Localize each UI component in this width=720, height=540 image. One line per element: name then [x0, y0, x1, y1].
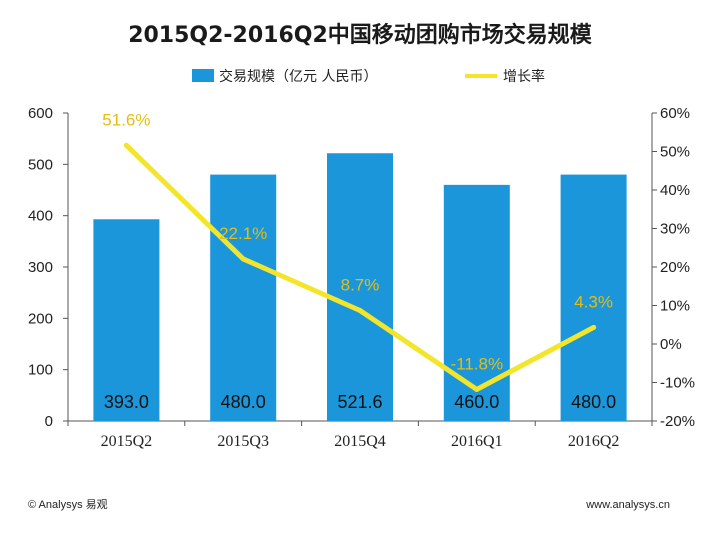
- y-left-tick-label: 400: [28, 208, 53, 225]
- y-left-tick-label: 200: [28, 310, 53, 327]
- legend-bar-label: 交易规模（亿元 人民币）: [219, 68, 377, 85]
- bar: [93, 219, 160, 421]
- growth-point: [240, 256, 246, 262]
- x-tick-label: 2015Q3: [217, 433, 269, 450]
- bar-value-label: 460.0: [454, 392, 499, 412]
- bar: [327, 153, 393, 421]
- bar: [443, 184, 510, 421]
- legend-bar-swatch: [192, 69, 214, 82]
- x-tick-label: 2015Q4: [334, 433, 386, 450]
- y-right-tick-label: 30%: [660, 221, 690, 238]
- y-right-tick-label: -20%: [660, 413, 695, 430]
- footer-url: www.analysys.cn: [585, 499, 670, 511]
- footer-copyright: © Analysys 易观: [28, 498, 108, 511]
- growth-point: [591, 324, 597, 330]
- x-tick-label: 2016Q2: [568, 433, 620, 450]
- y-right-tick-label: -10%: [660, 375, 695, 392]
- growth-value-label: -11.8%: [450, 354, 503, 373]
- bar: [210, 174, 277, 421]
- growth-point: [474, 386, 480, 392]
- bar-value-label: 480.0: [221, 392, 266, 412]
- bar: [560, 174, 627, 421]
- y-right-tick-label: 60%: [660, 105, 690, 122]
- legend: 交易规模（亿元 人民币） 增长率: [192, 68, 545, 85]
- bar-value-label: 480.0: [571, 392, 616, 412]
- y-left-tick-label: 300: [28, 259, 53, 276]
- bar-value-label: 521.6: [337, 392, 382, 412]
- x-tick-label: 2015Q2: [101, 433, 153, 450]
- legend-line-label: 增长率: [503, 68, 545, 85]
- y-left-tick-label: 600: [28, 105, 53, 122]
- y-left-tick-label: 100: [28, 362, 53, 379]
- x-tick-label: 2016Q1: [451, 433, 503, 450]
- y-left-tick-label: 0: [45, 413, 53, 430]
- bar-value-label: 393.0: [104, 392, 149, 412]
- growth-point: [357, 308, 363, 314]
- growth-value-label: 4.3%: [574, 292, 613, 311]
- y-right-tick-label: 50%: [660, 144, 690, 161]
- y-right-tick-label: 20%: [660, 259, 690, 276]
- y-right-tick-label: 40%: [660, 182, 690, 199]
- growth-value-label: 22.1%: [219, 224, 267, 243]
- plot-area: 0 100 200 300 400 500 600 -20% -10% 0% 10% 20% 30% 40…: [28, 105, 695, 450]
- y-right-tick-label: 10%: [660, 298, 690, 315]
- growth-value-label: 8.7%: [341, 276, 380, 295]
- growth-point: [123, 142, 129, 148]
- y-right-tick-label: 0%: [660, 336, 682, 353]
- y-left-tick-label: 500: [28, 156, 53, 173]
- chart-title: 2015Q2-2016Q2中国移动团购市场交易规模: [128, 22, 593, 48]
- growth-value-label: 51.6%: [102, 110, 150, 129]
